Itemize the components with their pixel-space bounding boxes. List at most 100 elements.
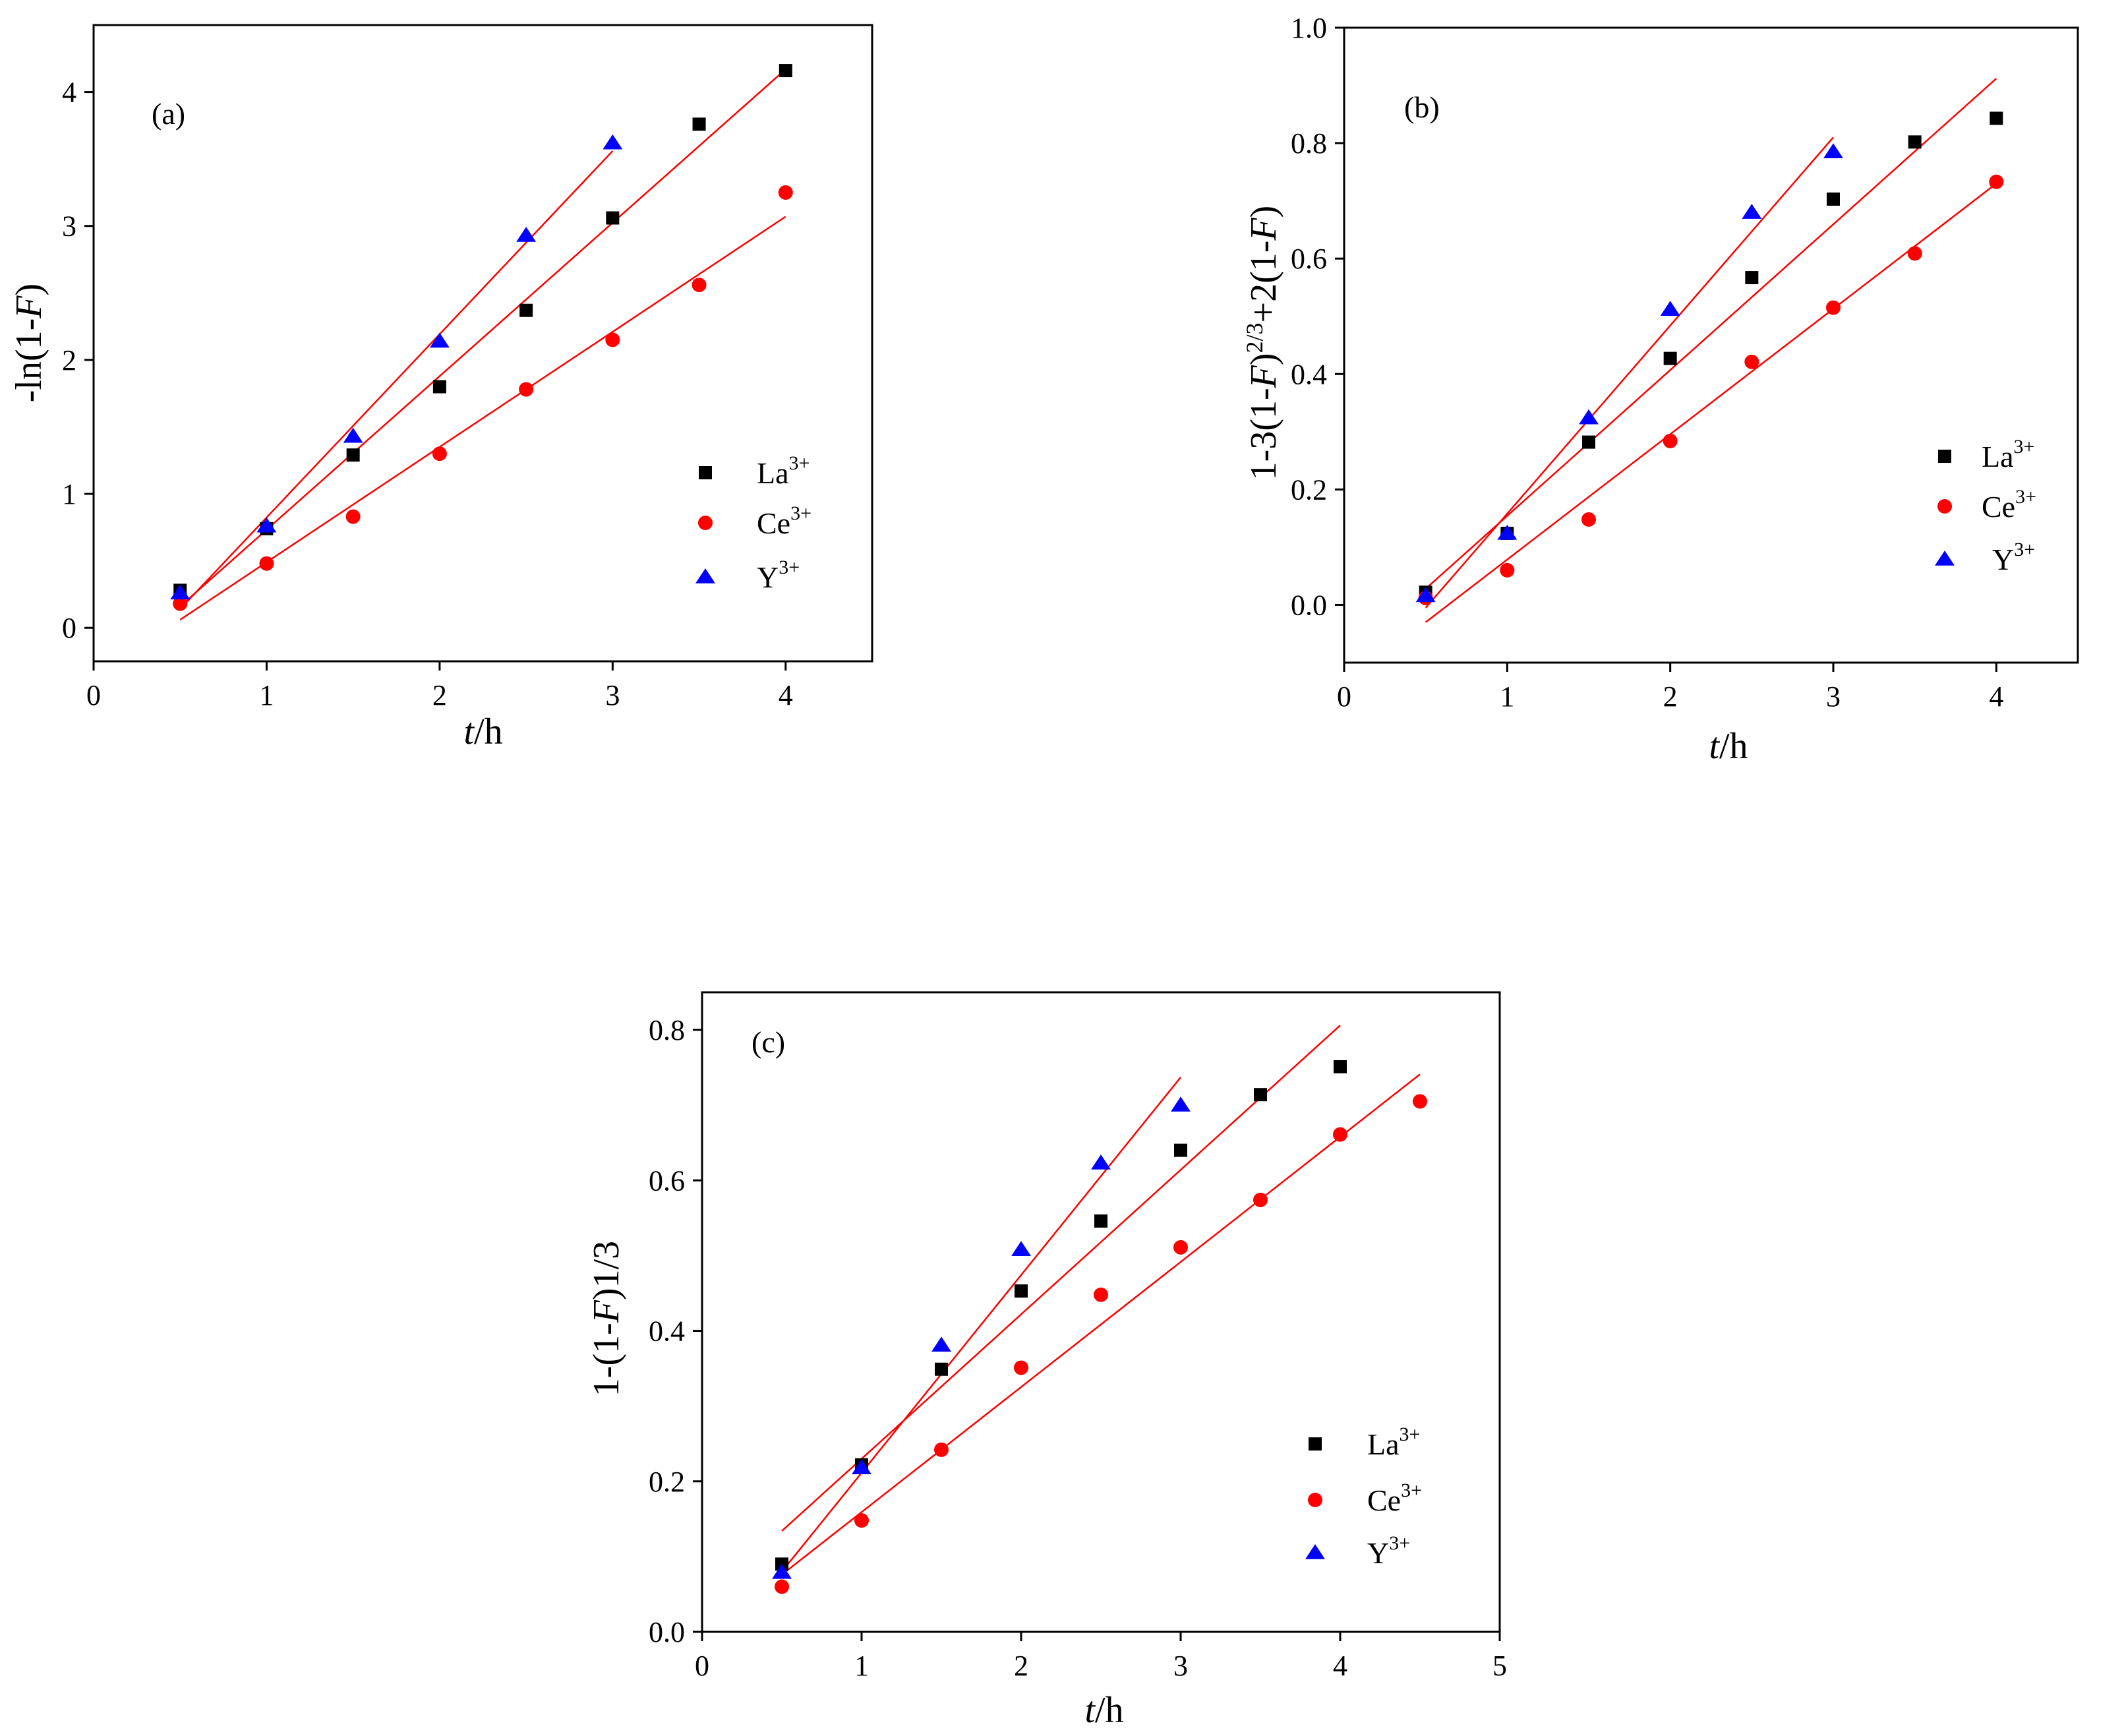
data-point-y [516,226,537,242]
data-point-ce [173,596,188,611]
fit-line-la [781,1025,1341,1532]
series-ce [1418,174,2004,605]
data-point-la [606,211,620,225]
data-point-la [1094,1214,1107,1228]
data-point-la [346,448,360,462]
y-tick-label: 1 [62,478,76,510]
data-point-y [1497,524,1518,540]
legend-label-ce: Ce3+ [1367,1480,1422,1517]
plot-frame [92,24,873,663]
y-tick-label: 2 [62,344,76,376]
legend-label-y: Y3+ [757,556,800,594]
panel-label: (a) [152,97,185,131]
series-y [772,1096,1191,1579]
y-tick-label: 1.0 [1291,12,1327,44]
data-point-ce [778,185,793,200]
y-axis-title: 1-3(1-F)2/3+2(1-F) [1241,206,1284,481]
data-point-y [1171,1096,1191,1112]
data-point-y [603,134,623,150]
legend: La3+ Ce3+ Y3+ [695,452,811,594]
x-tick-label: 3 [1173,1650,1188,1682]
x-axis-title: t/h [463,711,502,752]
y-tick-label: 0.8 [649,1014,685,1046]
data-point-y [1011,1241,1031,1257]
y-tick-label: 0.2 [649,1466,685,1498]
legend-label-la: La3+ [1982,436,2034,473]
data-point-y [343,427,363,443]
data-point-ce [1413,1094,1427,1109]
chart-panel-c: 0 1 2 3 4 5 0.0 0.2 0.4 0.6 0.8 t/h 1-(1-F)1/3 (c) La3… [586,991,1507,1731]
chart-panel-a: 0 1 2 3 4 0 1 2 3 4 t/h -ln(1-F) (a) La3+ Ce3+ Y3+ [9,24,873,752]
panel-label: (c) [752,1025,785,1059]
data-point-la [1174,1143,1187,1157]
data-point-ce [1500,562,1515,578]
legend-label-y: Y3+ [1992,539,2035,576]
data-point-y [852,1459,871,1474]
y-tick-label: 0.0 [649,1616,685,1648]
data-point-y [256,517,277,533]
data-point-ce [854,1513,869,1528]
x-tick-label: 0 [1337,680,1351,713]
legend: La3+ Ce3+ Y3+ [1305,1423,1422,1570]
x-tick-label: 4 [1333,1650,1347,1682]
data-point-la [432,380,446,394]
data-point-la [1254,1088,1267,1102]
y-tick-label: 0 [62,612,76,644]
data-point-ce [775,1579,789,1594]
data-point-ce [1989,174,2004,189]
x-tick-label: 3 [605,679,620,711]
data-point-y [170,584,191,600]
fit-line-y [781,1077,1181,1572]
data-point-ce [259,556,274,571]
x-tick-label: 3 [1826,680,1841,713]
data-point-la [692,117,706,131]
x-tick-label: 4 [1989,680,2003,713]
legend-marker-la [1309,1437,1322,1451]
panel-label: (b) [1404,90,1440,124]
fit-line-la [179,69,786,607]
data-point-ce [519,382,534,397]
x-axis-title: t/h [1084,1690,1123,1731]
data-point-la [779,64,792,78]
data-point-ce [1253,1192,1268,1207]
data-point-la [1990,111,2003,125]
fit-line-ce [1425,183,1997,623]
legend-marker-la [699,466,712,479]
data-point-y [1660,301,1680,316]
data-point-y [1415,587,1436,603]
x-tick-label: 5 [1492,1650,1507,1682]
data-point-la [1827,193,1840,206]
data-point-ce [1907,246,1922,261]
data-point-ce [692,278,707,293]
data-point-la [935,1362,948,1376]
x-tick-label: 2 [1663,680,1678,713]
y-tick-label: 0.0 [1291,589,1327,621]
data-point-la [1663,351,1677,365]
data-point-y [429,332,450,348]
data-point-ce [1826,300,1841,315]
series-ce [775,1094,1427,1594]
data-point-la [1745,271,1759,285]
y-tick-label: 0.4 [1291,358,1327,390]
x-tick-label: 0 [86,679,101,711]
y-tick-label: 0.2 [1291,473,1327,506]
legend-label-ce: Ce3+ [757,502,811,540]
legend-label-y: Y3+ [1367,1532,1410,1570]
data-point-ce [1663,433,1678,448]
legend-label-la: La3+ [757,452,810,490]
x-tick-label: 1 [854,1650,869,1682]
legend-label-la: La3+ [1367,1423,1420,1461]
data-point-la [1334,1060,1347,1073]
data-point-ce [934,1442,949,1457]
data-point-y [1742,204,1762,219]
data-point-ce [605,332,620,347]
data-point-ce [1333,1127,1347,1142]
legend-marker-la [1938,450,1951,463]
legend-marker-ce [1308,1493,1322,1507]
x-tick-label: 4 [779,679,793,711]
x-tick-label: 2 [1014,1650,1028,1682]
x-tick-label: 2 [432,679,447,711]
y-axis-title: 1-(1-F)1/3 [586,1241,627,1396]
data-point-y [772,1563,792,1579]
